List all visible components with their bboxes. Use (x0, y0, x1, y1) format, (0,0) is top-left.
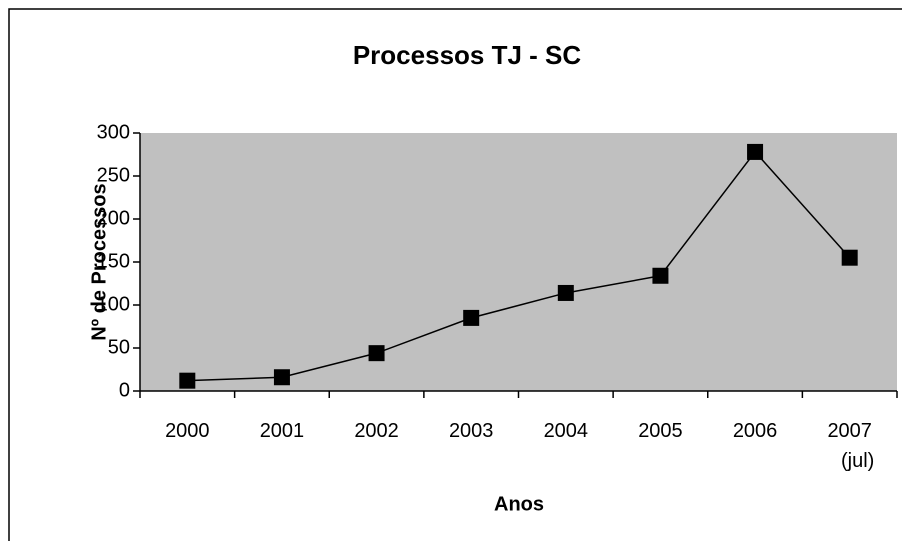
x-tick-label: 2004 (544, 420, 589, 442)
data-line (187, 150, 851, 382)
data-marker (273, 369, 290, 386)
x-tick-label: 2006 (733, 420, 778, 442)
data-marker (463, 309, 480, 326)
x-tick-label: 2001 (260, 420, 305, 442)
x-tick-label: 2000 (165, 420, 210, 442)
data-marker (368, 345, 385, 362)
y-axis-label: Nº de Processos (88, 183, 110, 340)
x-tick-label: 2003 (449, 420, 494, 442)
y-tick-label: 0 (119, 379, 130, 401)
data-marker (841, 249, 858, 266)
data-marker (747, 143, 764, 160)
plot-area (140, 133, 897, 391)
chart-title: Processos TJ - SC (353, 40, 582, 70)
x-tick-label: 2007 (jul) (827, 420, 874, 472)
y-tick-label: 50 (108, 336, 130, 358)
y-tick-label: 250 (97, 164, 130, 186)
x-axis-label: Anos (494, 493, 544, 515)
y-tick-label: 100 (97, 293, 130, 315)
data-marker (179, 372, 196, 389)
y-tick-label: 200 (97, 207, 130, 229)
data-marker (557, 284, 574, 301)
x-tick-label: 2005 (638, 420, 683, 442)
data-marker (652, 267, 669, 284)
x-tick-label: 2002 (354, 420, 399, 442)
y-tick-label: 150 (97, 250, 130, 272)
y-tick-label: 300 (97, 121, 130, 143)
